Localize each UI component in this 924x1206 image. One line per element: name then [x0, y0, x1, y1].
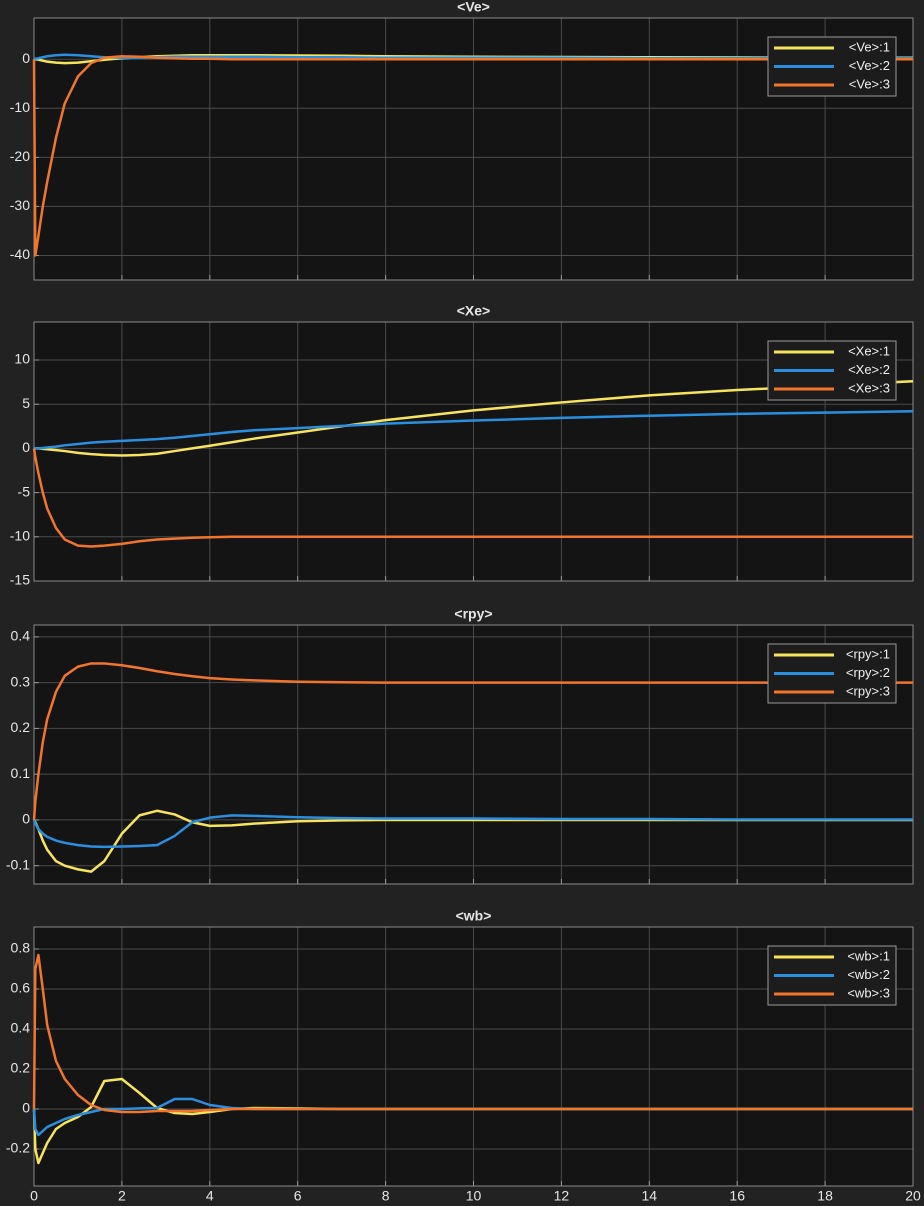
legend-label: <rpy>:2: [846, 665, 890, 680]
y-tick-label: 0.3: [11, 673, 31, 689]
y-tick-label: -20: [10, 148, 30, 164]
chart-title: <Xe>: [457, 303, 490, 319]
legend-label: <rpy>:3: [846, 683, 890, 698]
y-tick-label: 0.8: [11, 940, 31, 956]
y-tick-label: 0: [22, 50, 30, 66]
y-tick-label: -0.2: [6, 1140, 30, 1156]
y-tick-label: 0.2: [11, 719, 31, 735]
x-tick-label: 20: [905, 1188, 921, 1204]
x-tick-label: 10: [466, 1188, 482, 1204]
y-tick-label: 0: [22, 439, 30, 455]
x-tick-label: 8: [382, 1188, 390, 1204]
legend-label: <Ve>:2: [849, 58, 890, 73]
x-tick-label: 16: [729, 1188, 745, 1204]
y-tick-label: 0.4: [11, 628, 31, 644]
legend-label: <Ve>:3: [849, 76, 890, 91]
y-tick-label: 5: [22, 395, 30, 411]
y-tick-label: 0.1: [11, 765, 31, 781]
x-tick-label: 6: [294, 1188, 302, 1204]
y-tick-label: -10: [10, 99, 30, 115]
y-tick-label: 0.2: [11, 1060, 31, 1076]
legend-label: <wb>:2: [847, 967, 890, 982]
y-tick-label: -0.1: [6, 856, 30, 872]
y-tick-label: 0.6: [11, 980, 31, 996]
y-tick-label: -30: [10, 197, 30, 213]
y-tick-label: -40: [10, 246, 30, 262]
legend-label: <Xe>:3: [848, 380, 890, 395]
y-tick-label: 0: [22, 811, 30, 827]
x-tick-label: 12: [554, 1188, 570, 1204]
x-tick-label: 4: [206, 1188, 214, 1204]
legend-label: <wb>:3: [847, 985, 890, 1000]
x-tick-label: 18: [817, 1188, 833, 1204]
x-tick-label: 2: [118, 1188, 126, 1204]
x-tick-label: 14: [642, 1188, 658, 1204]
y-tick-label: 10: [14, 351, 30, 367]
plot-border: [33, 624, 914, 885]
y-tick-label: -15: [10, 572, 30, 588]
series-line: [34, 410, 914, 450]
y-tick-label: -10: [10, 528, 30, 544]
x-tick-label: 0: [30, 1188, 38, 1204]
y-tick-label: 0: [22, 1100, 30, 1116]
y-tick-label: 0.4: [11, 1020, 31, 1036]
series-line: [33, 53, 913, 61]
legend-label: <rpy>:1: [846, 646, 890, 661]
legend-label: <Ve>:1: [849, 39, 890, 54]
series-line: [32, 55, 913, 257]
chart-title: <wb>: [456, 908, 492, 924]
series-line: [32, 953, 913, 1114]
series-line: [34, 379, 914, 457]
legend-label: <wb>:1: [847, 948, 890, 963]
y-tick-label: -5: [18, 483, 31, 499]
series-line: [32, 814, 913, 849]
chart-title: <rpy>: [454, 606, 492, 622]
series-line: [32, 448, 913, 548]
chart-title: <Ve>: [457, 0, 490, 15]
series-line: [32, 662, 913, 821]
legend-label: <Xe>:1: [848, 343, 890, 358]
legend-label: <Xe>:2: [848, 362, 890, 377]
